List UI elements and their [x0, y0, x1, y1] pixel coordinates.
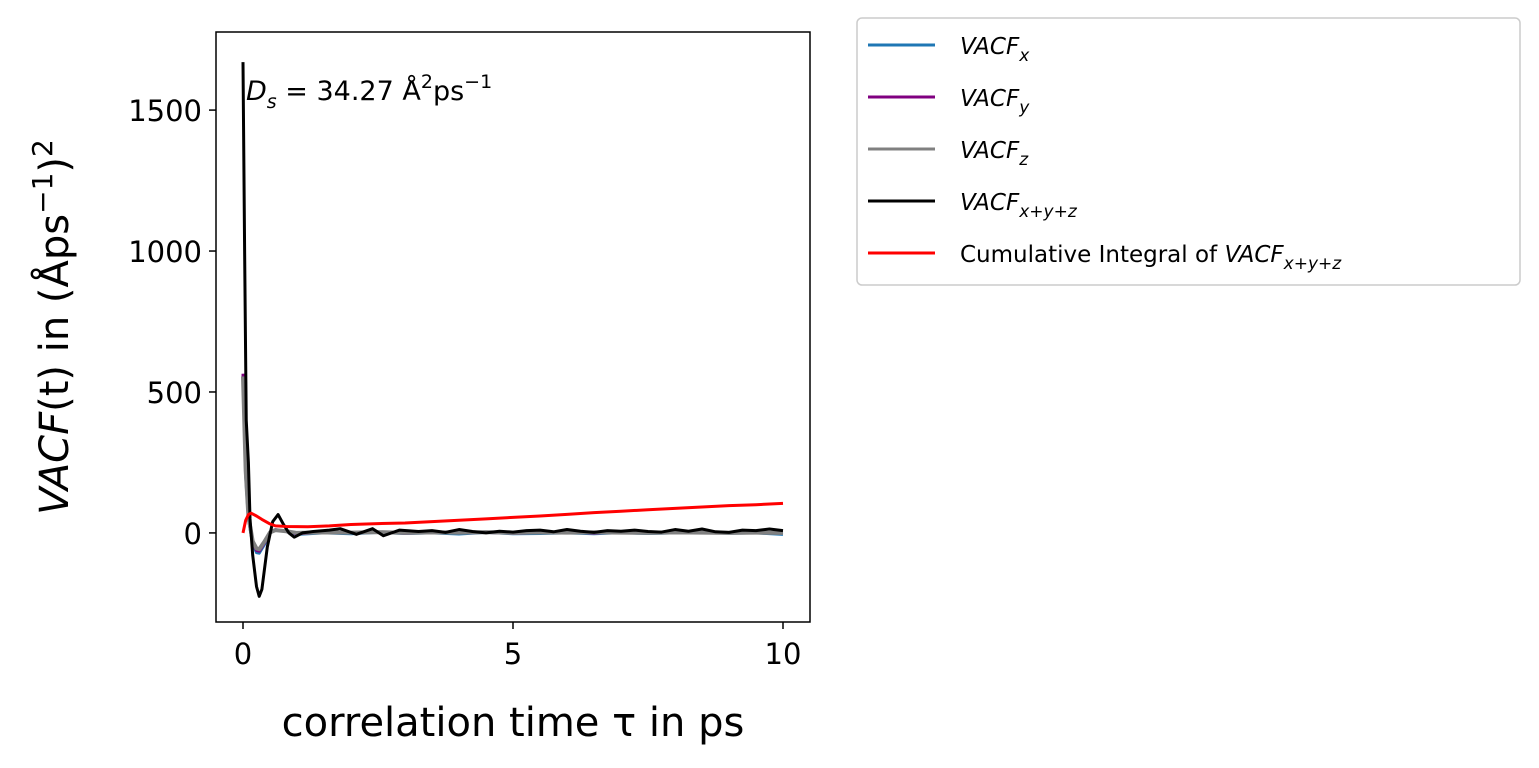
legend [856, 17, 1521, 286]
ticks: 0 5 10 0 500 1000 1500 [128, 94, 801, 671]
legend-label-2: VACFz [960, 138, 1029, 170]
legend-label-4: Cumulative Integral of VACFx+y+z [960, 242, 1342, 274]
x-tick-label: 10 [765, 637, 802, 671]
x-tick-label: 5 [504, 637, 522, 671]
diffusion-annotation: Ds = 34.27 Å2ps−1 [246, 71, 492, 113]
legend-label-1: VACFy [960, 86, 1030, 118]
legend-label-3: VACFx+y+z [960, 190, 1078, 222]
x-tick-label: 0 [234, 637, 252, 671]
y-tick-label: 1000 [128, 235, 202, 269]
legend-entries: VACFx VACFy VACFz VACFx+y+z Cumulative Integ… [868, 34, 1342, 274]
legend-label-0: VACFx [960, 34, 1030, 66]
y-tick-label: 0 [184, 517, 202, 551]
series-lines [241, 62, 784, 598]
series-line-4 [241, 501, 784, 534]
x-axis-label: correlation time τ in ps [282, 700, 745, 746]
series-line-2 [241, 376, 784, 552]
series-line-3 [241, 62, 784, 598]
y-tick-label: 1500 [128, 94, 202, 128]
y-axis-label: VACF(t) in (Åps−1)2 [26, 139, 78, 515]
y-tick-label: 500 [147, 376, 202, 410]
